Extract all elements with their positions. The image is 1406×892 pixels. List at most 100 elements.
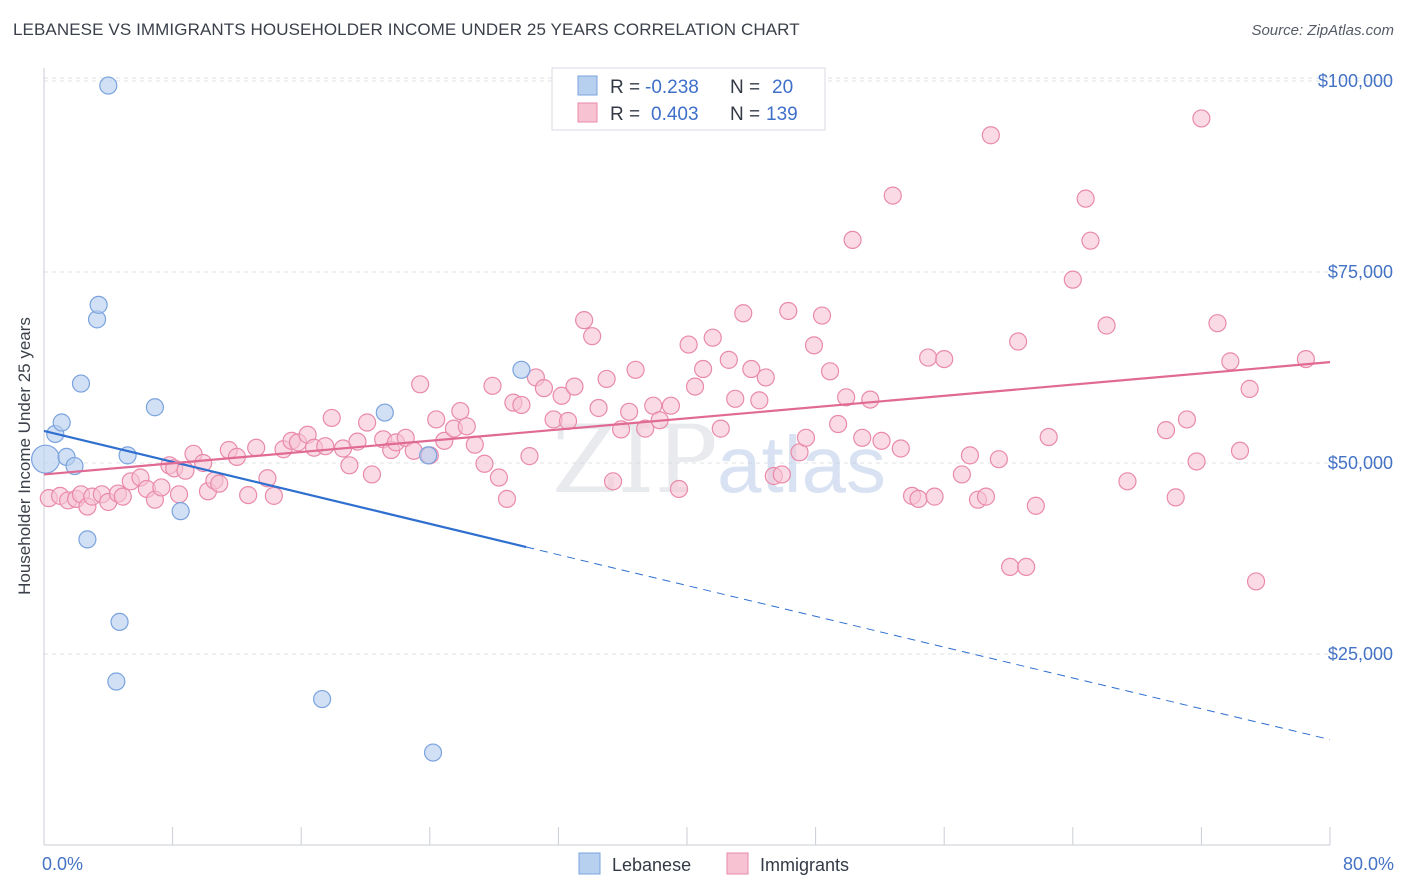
immigrants-point — [565, 377, 584, 396]
lebanese-point — [99, 76, 118, 95]
immigrants-point — [575, 311, 594, 330]
bottom-legend-swatch-immigrants — [726, 852, 749, 875]
watermark-zip: ZIP — [552, 406, 718, 515]
immigrants-point — [1026, 496, 1045, 515]
immigrants-point — [636, 419, 655, 438]
immigrants-point — [247, 438, 266, 457]
y-tick-label-100000: $100,000 — [1318, 71, 1393, 91]
immigrants-point — [1076, 189, 1095, 208]
immigrants-trend-line — [43, 361, 1331, 476]
source-label: Source: ZipAtlas.com — [1251, 22, 1394, 39]
immigrants-point — [1039, 427, 1058, 447]
immigrants-point — [1017, 557, 1036, 577]
y-axis-label: Householder Income Under 25 years — [15, 317, 34, 595]
lebanese-point — [89, 295, 108, 314]
immigrants-point — [734, 304, 753, 323]
immigrants-point — [1097, 316, 1116, 335]
y-tick-labels: $25,000 $50,000 $75,000 $100,000 — [1318, 71, 1393, 664]
lebanese-point — [419, 446, 438, 465]
lebanese-point — [375, 403, 394, 422]
immigrants-point — [1230, 441, 1250, 460]
immigrants-point — [711, 419, 730, 438]
x-axis-ticks — [43, 827, 1331, 845]
immigrants-point — [534, 379, 554, 398]
immigrants-point — [742, 359, 761, 379]
immigrants-point — [316, 437, 335, 456]
immigrants-point — [1118, 472, 1137, 491]
immigrants-point — [322, 408, 341, 428]
immigrants-point — [411, 375, 430, 394]
legend-r-label-1: R = — [610, 77, 640, 98]
immigrants-point — [976, 487, 996, 506]
immigrants-point — [264, 486, 283, 505]
immigrants-point — [925, 487, 944, 506]
immigrants-point — [960, 446, 980, 465]
immigrants-point — [1246, 572, 1266, 591]
y-tick-label-25000: $25,000 — [1328, 644, 1393, 664]
immigrants-point — [829, 414, 848, 434]
bottom-legend-immigrants: Immigrants — [760, 855, 849, 875]
legend-r-value-2: 0.403 — [651, 104, 699, 125]
correlation-legend: R = -0.238 N = 20 R = 0.403 N = 139 — [551, 67, 826, 131]
immigrants-point — [358, 413, 377, 432]
immigrants-point — [1063, 270, 1082, 289]
immigrants-point — [952, 465, 971, 484]
immigrants-point — [451, 401, 470, 421]
immigrants-point — [820, 362, 840, 381]
series-immigrants — [39, 109, 1315, 591]
immigrants-point — [772, 465, 791, 484]
immigrants-point — [1009, 332, 1028, 351]
immigrants-point — [812, 306, 832, 325]
lebanese-point — [110, 612, 129, 632]
immigrants-point — [1187, 452, 1206, 471]
immigrants-point — [483, 376, 502, 395]
immigrants-point — [661, 396, 681, 415]
immigrants-point — [679, 335, 698, 354]
immigrants-point — [340, 456, 359, 475]
legend-n-value-1: 20 — [772, 77, 793, 98]
lebanese-point — [312, 689, 332, 709]
immigrants-point — [919, 348, 938, 367]
immigrants-point — [1192, 109, 1211, 128]
immigrants-point — [1156, 421, 1176, 440]
immigrants-point — [520, 447, 539, 466]
immigrants-point — [756, 368, 775, 387]
lebanese-point — [78, 530, 97, 549]
immigrants-point — [872, 431, 891, 450]
immigrants-point — [719, 350, 738, 369]
immigrants-point — [1221, 352, 1240, 371]
legend-n-label-2: N = — [730, 104, 760, 125]
legend-n-label-1: N = — [730, 77, 760, 98]
x-tick-label-min: 0.0% — [42, 854, 83, 874]
y-tick-label-75000: $75,000 — [1328, 262, 1393, 282]
immigrants-point — [169, 485, 189, 504]
immigrants-point — [853, 428, 872, 447]
lebanese-trend-extension — [526, 546, 1331, 741]
y-tick-label-50000: $50,000 — [1328, 453, 1393, 473]
immigrants-point — [1177, 410, 1197, 429]
immigrants-point — [703, 328, 722, 347]
immigrants-point — [603, 472, 623, 491]
legend-swatch-immigrants — [577, 102, 598, 123]
immigrants-point — [597, 369, 616, 389]
immigrants-point — [837, 388, 856, 407]
immigrants-point — [935, 349, 954, 369]
gridlines — [44, 77, 1392, 655]
immigrants-point — [620, 402, 639, 421]
bottom-legend-swatch-lebanese — [578, 852, 601, 875]
lebanese-trend-line — [43, 429, 527, 549]
immigrants-point — [1208, 314, 1227, 333]
legend-swatch-lebanese — [577, 75, 598, 96]
immigrants-point — [909, 489, 928, 509]
immigrants-point — [497, 489, 517, 509]
immigrants-point — [891, 439, 910, 458]
trend-lines — [43, 361, 1331, 741]
lebanese-point — [71, 374, 91, 393]
immigrants-point — [465, 435, 484, 454]
immigrants-point — [258, 469, 277, 488]
chart-title: LEBANESE VS IMMIGRANTS HOUSEHOLDER INCOM… — [13, 20, 800, 39]
immigrants-point — [843, 230, 862, 250]
immigrants-point — [152, 478, 171, 497]
legend-r-value-1: -0.238 — [645, 77, 699, 98]
lebanese-point — [423, 743, 443, 762]
